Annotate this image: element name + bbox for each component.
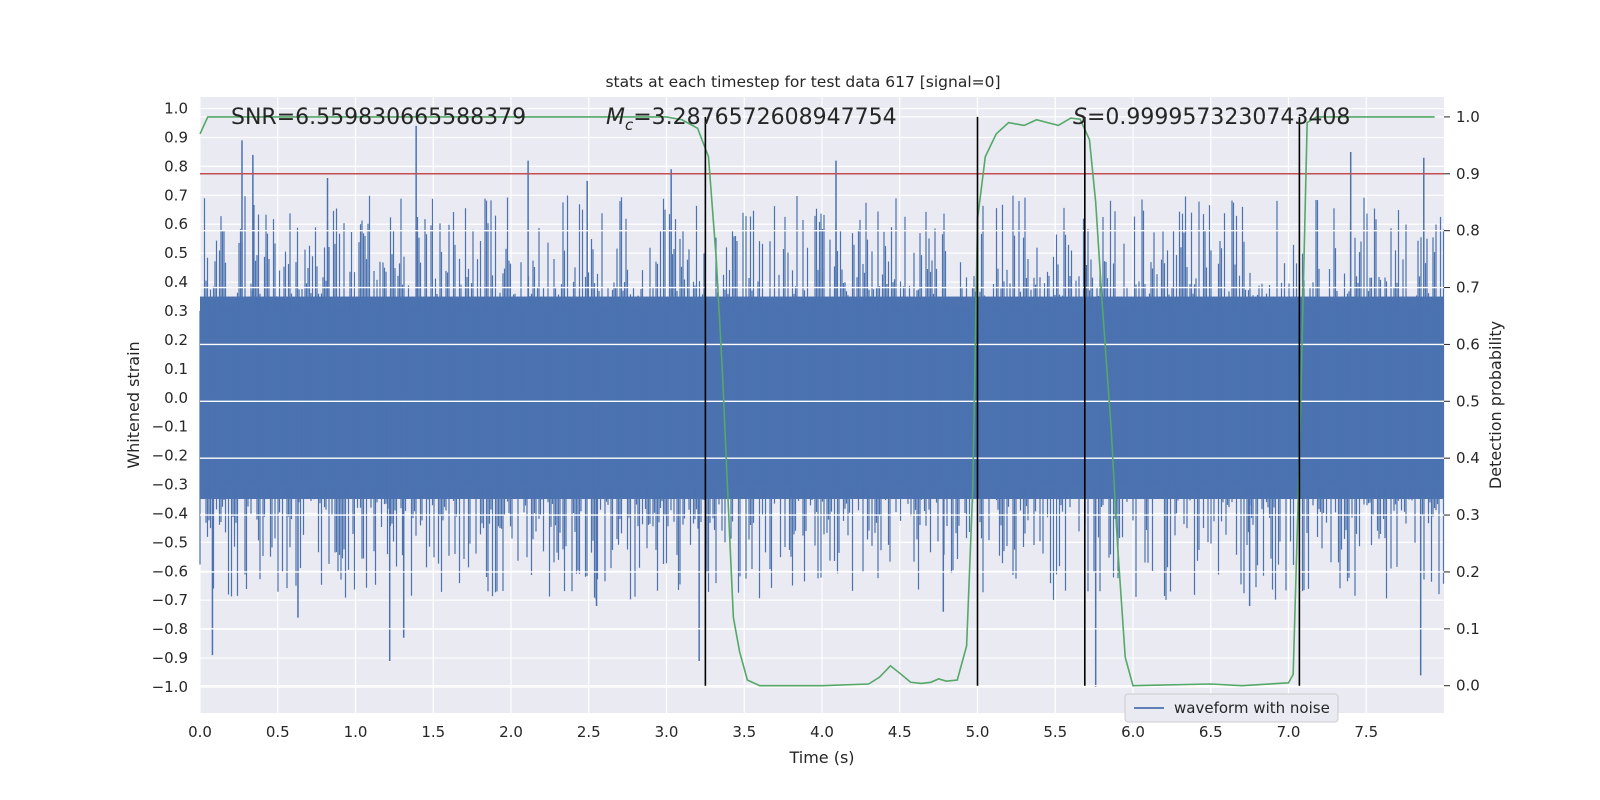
legend-box	[1124, 693, 1339, 723]
s-symbol: S	[1073, 105, 1087, 130]
y-tick-label: 0.2	[164, 331, 188, 349]
y-tick-label: 0.4	[164, 273, 188, 291]
legend: waveform with noise	[1124, 693, 1339, 723]
x-tick-label: 4.0	[810, 723, 834, 741]
event-lines	[704, 116, 1301, 686]
right-tick-label: 0.8	[1456, 222, 1480, 240]
y-tick-label: 0.8	[164, 157, 188, 175]
right-tick-label: 0.9	[1456, 165, 1480, 183]
x-tick-label: 4.5	[888, 723, 912, 741]
y-axis-label: Whitened strain	[124, 341, 143, 468]
annotations: SNR=6.559830665588379 Mc=3.2876572608947…	[231, 105, 1350, 134]
x-tick-label: 6.0	[1121, 723, 1145, 741]
x-tick-label: 5.0	[966, 723, 990, 741]
right-axis-ticks: 1.0 0.9 0.8 0.7 0.6 0.5 0.4 0.3 0.2 0.1 0.0	[1444, 108, 1480, 695]
x-tick-label: 7.0	[1277, 723, 1301, 741]
x-tick-label: 1.0	[344, 723, 368, 741]
y-tick-label: −0.9	[152, 649, 188, 667]
right-tick-label: 0.1	[1456, 620, 1480, 638]
y-tick-label: −0.1	[152, 418, 188, 436]
y-tick-label: 0.6	[164, 215, 188, 233]
right-tick-label: 0.4	[1456, 449, 1480, 467]
y-tick-label: −0.8	[152, 620, 188, 638]
right-tick-label: 0.6	[1456, 335, 1480, 353]
chirp-mass-symbol: M	[606, 105, 625, 130]
y-tick-label: −0.3	[152, 476, 188, 494]
x-tick-label: 2.5	[577, 723, 601, 741]
y-tick-label: 0.9	[164, 128, 188, 146]
snr-annotation: SNR=6.559830665588379	[231, 105, 526, 130]
x-tick-label: 3.0	[655, 723, 679, 741]
x-tick-label: 3.5	[732, 723, 756, 741]
x-tick-label: 5.5	[1043, 723, 1067, 741]
right-tick-label: 0.3	[1456, 506, 1480, 524]
legend-label: waveform with noise	[1174, 699, 1330, 717]
y-tick-label: 0.5	[164, 244, 188, 262]
y-tick-label: −0.5	[152, 533, 188, 551]
chirp-mass-annotation: Mc=3.2876572608947754	[606, 105, 897, 134]
x-tick-label: 0.0	[188, 723, 212, 741]
y-tick-label: −0.6	[152, 562, 188, 580]
x-axis-ticks: 0.0 0.5 1.0 1.5 2.0 2.5 3.0 3.5 4.0 4.5 5.0 5.5 6.0 6…	[188, 723, 1378, 741]
y-tick-label: −0.2	[152, 447, 188, 465]
right-tick-label: 0.0	[1456, 677, 1480, 695]
y-tick-label: 1.0	[164, 100, 188, 118]
y-tick-label: 0.3	[164, 302, 188, 320]
y-axis-ticks: 1.0 0.9 0.8 0.7 0.6 0.5 0.4 0.3 0.2 0.1 0.0 −0.1 −0.…	[152, 100, 188, 696]
chirp-mass-subscript: c	[625, 116, 634, 134]
chirp-mass-value: =3.2876572608947754	[633, 105, 896, 130]
right-tick-label: 0.2	[1456, 563, 1480, 581]
y-tick-label: 0.7	[164, 186, 188, 204]
right-tick-label: 1.0	[1456, 108, 1480, 126]
y-tick-label: −0.4	[152, 504, 188, 522]
x-tick-label: 2.0	[499, 723, 523, 741]
probability-line	[199, 116, 1435, 687]
y-tick-label: 0.0	[164, 389, 188, 407]
y-tick-label: −1.0	[152, 678, 188, 696]
right-y-axis-label: Detection probability	[1486, 321, 1505, 489]
y-tick-label: −0.7	[152, 591, 188, 609]
right-tick-label: 0.7	[1456, 279, 1480, 297]
plot-area	[199, 97, 1445, 713]
s-annotation: S=0.9999573230743408	[1073, 105, 1350, 130]
x-tick-label: 0.5	[266, 723, 290, 741]
x-tick-label: 1.5	[421, 723, 445, 741]
x-axis-label: Time (s)	[788, 748, 854, 767]
waveform-series	[199, 125, 1445, 687]
s-value: =0.9999573230743408	[1087, 105, 1350, 130]
x-tick-label: 7.5	[1354, 723, 1378, 741]
right-tick-label: 0.5	[1456, 392, 1480, 410]
x-tick-label: 6.5	[1199, 723, 1223, 741]
chart-title: stats at each timestep for test data 617…	[605, 73, 1000, 91]
y-tick-label: 0.1	[164, 360, 188, 378]
